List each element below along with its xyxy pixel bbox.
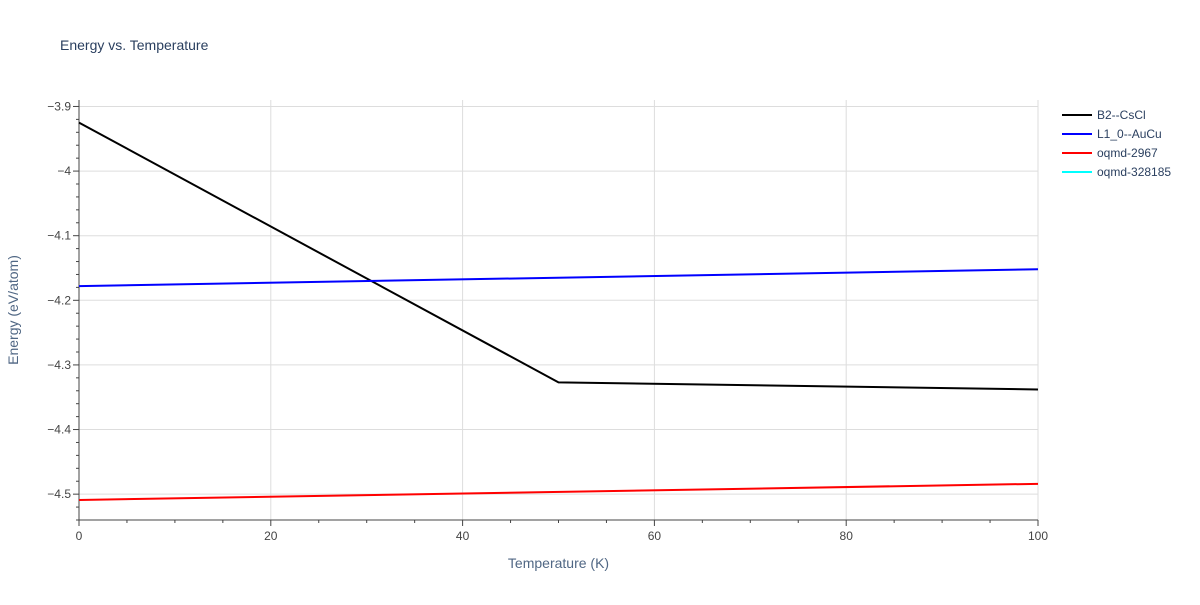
y-tick-label: −4 <box>57 164 71 178</box>
tick-label-layer: 0 20 40 60 80 100 −3.9 −4 −4.1 −4.2 −4.3 −4.4 −4.5 <box>47 99 1048 543</box>
legend-item-b2-cscl[interactable]: B2--CsCl <box>1062 108 1146 122</box>
legend-label: oqmd-2967 <box>1097 146 1158 160</box>
x-tick-label: 100 <box>1028 529 1048 543</box>
legend-label: oqmd-328185 <box>1097 165 1171 179</box>
y-tick-label: −4.1 <box>47 229 71 243</box>
legend: B2--CsCl L1_0--AuCu oqmd-2967 oqmd-328185 <box>1062 108 1171 179</box>
x-tick-label: 60 <box>648 529 662 543</box>
y-tick-label: −4.3 <box>47 358 71 372</box>
x-tick-label: 20 <box>264 529 278 543</box>
y-tick-label: −4.2 <box>47 293 71 307</box>
x-tick-label: 80 <box>840 529 854 543</box>
grid-layer <box>79 100 1039 520</box>
legend-item-l1-0-aucu[interactable]: L1_0--AuCu <box>1062 127 1162 141</box>
y-axis-title: Energy (eV/atom) <box>5 255 21 365</box>
x-axis-title: Temperature (K) <box>508 555 609 571</box>
x-tick-label: 0 <box>76 529 83 543</box>
legend-item-oqmd-2967[interactable]: oqmd-2967 <box>1062 146 1158 160</box>
series-line-l1-0-aucu <box>78 268 1039 288</box>
chart-title: Energy vs. Temperature <box>60 37 209 53</box>
y-tick-label: −4.5 <box>47 487 71 501</box>
series-layer <box>78 121 1039 501</box>
y-tick-label: −4.4 <box>47 423 71 437</box>
legend-label: L1_0--AuCu <box>1097 127 1162 141</box>
series-line-b2-cscl <box>78 121 1039 391</box>
legend-label: B2--CsCl <box>1097 108 1146 122</box>
series-line-oqmd-2967 <box>78 482 1039 501</box>
legend-item-oqmd-328185[interactable]: oqmd-328185 <box>1062 165 1171 179</box>
y-tick-label: −3.9 <box>47 99 71 113</box>
x-tick-label: 40 <box>456 529 470 543</box>
axis-layer <box>73 100 1039 526</box>
